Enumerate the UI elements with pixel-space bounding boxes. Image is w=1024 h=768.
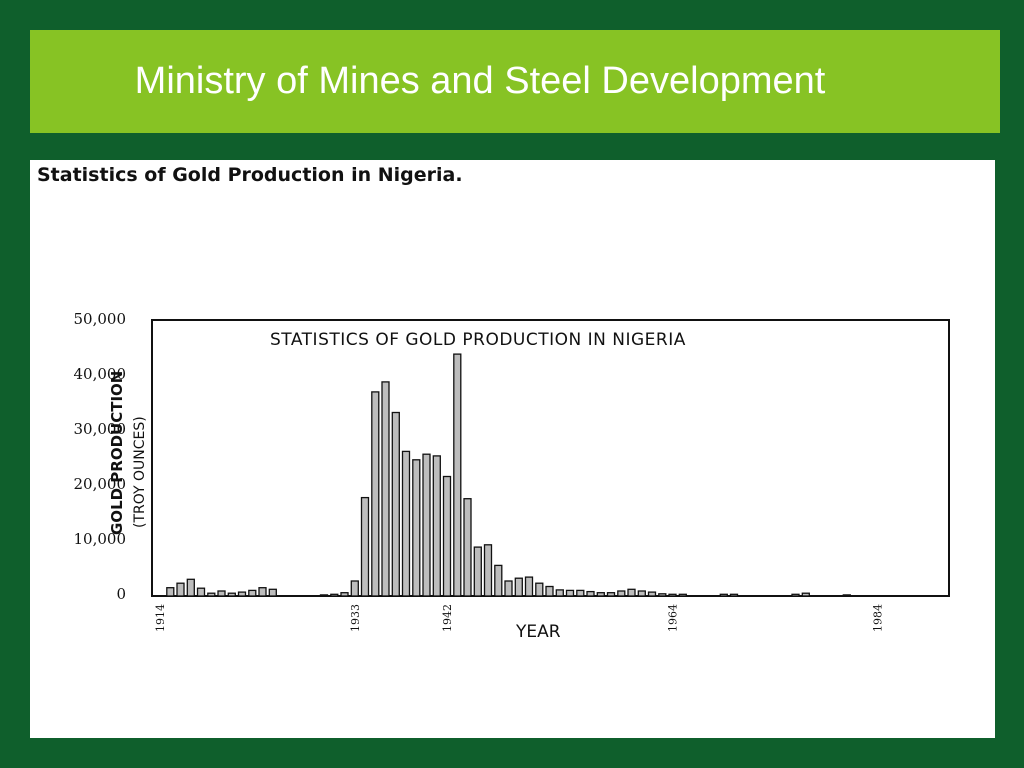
bar (729, 593, 739, 597)
x-axis-label: YEAR (515, 622, 561, 642)
bar (442, 475, 452, 597)
bar (268, 588, 277, 597)
x-tick-labels: 1914 1933 1942 1964 1984 (154, 604, 885, 632)
bar (617, 590, 626, 597)
bar (401, 450, 411, 597)
bar (606, 592, 616, 597)
bar (463, 498, 472, 597)
y-tick-label: 0 (116, 585, 126, 603)
bar (791, 593, 800, 597)
bar (432, 455, 441, 597)
y-tick-label: 50,000 (74, 310, 127, 328)
bar (227, 592, 236, 597)
chart-title: STATISTICS OF GOLD PRODUCTION IN NIGERIA (270, 330, 686, 350)
bar (535, 582, 544, 597)
x-tick-label: 1933 (349, 604, 362, 632)
y-tick-label: 10,000 (74, 530, 127, 548)
y-tick-label: 30,000 (74, 420, 127, 438)
bar (360, 496, 370, 597)
y-tick-label: 40,000 (74, 365, 127, 383)
bar (668, 593, 677, 597)
content-subtitle: Statistics of Gold Production in Nigeria… (37, 164, 463, 186)
bar (340, 592, 349, 597)
y-tick-labels: 50,000 40,000 30,000 20,000 10,000 0 (74, 310, 127, 603)
y-axis-sublabel: (TROY OUNCES) (132, 416, 148, 528)
bar (504, 580, 513, 597)
bar (647, 591, 657, 597)
x-tick-label: 1964 (667, 604, 680, 632)
bar (391, 411, 400, 597)
gold-production-chart: 50,000 40,000 30,000 20,000 10,000 0 STATISTI… (74, 310, 950, 642)
bar (381, 381, 390, 597)
bar (658, 593, 667, 597)
bar (627, 588, 636, 597)
bar (350, 580, 359, 597)
bar (678, 593, 687, 597)
bar (545, 585, 554, 597)
bar-series (166, 353, 851, 597)
bar (422, 453, 431, 597)
bar (473, 546, 482, 597)
bar (453, 353, 462, 597)
bar (801, 592, 810, 597)
bar (207, 592, 216, 597)
bar (483, 544, 493, 597)
bar (514, 577, 523, 597)
bar (412, 459, 421, 597)
content-panel: Statistics of Gold Production in Nigeria… (30, 160, 995, 738)
x-tick-label: 1942 (441, 604, 454, 632)
bar (596, 592, 605, 597)
bar (237, 591, 247, 597)
slide-header: Ministry of Mines and Steel Development (30, 30, 1000, 133)
bar (565, 589, 575, 597)
bar (637, 590, 646, 597)
bar (524, 576, 534, 597)
slide-title: Ministry of Mines and Steel Development (134, 60, 826, 102)
bar (166, 587, 175, 597)
bar (719, 593, 728, 597)
bar (319, 594, 329, 597)
bar (186, 578, 195, 597)
bar (555, 589, 564, 597)
bar (371, 391, 380, 597)
x-tick-label: 1984 (872, 604, 885, 632)
bar (494, 564, 503, 597)
y-tick-label: 20,000 (74, 475, 127, 493)
bar (248, 589, 257, 597)
bar (196, 587, 206, 597)
bar (176, 582, 185, 597)
x-tick-label: 1914 (154, 604, 167, 632)
bar (576, 589, 585, 597)
bar (330, 593, 339, 597)
bar (258, 587, 267, 597)
bar (586, 590, 595, 597)
bar (217, 590, 226, 597)
chart-plot-border (151, 319, 950, 597)
bar (842, 594, 851, 597)
y-axis-label: GOLD PRODUCTION (108, 371, 126, 535)
